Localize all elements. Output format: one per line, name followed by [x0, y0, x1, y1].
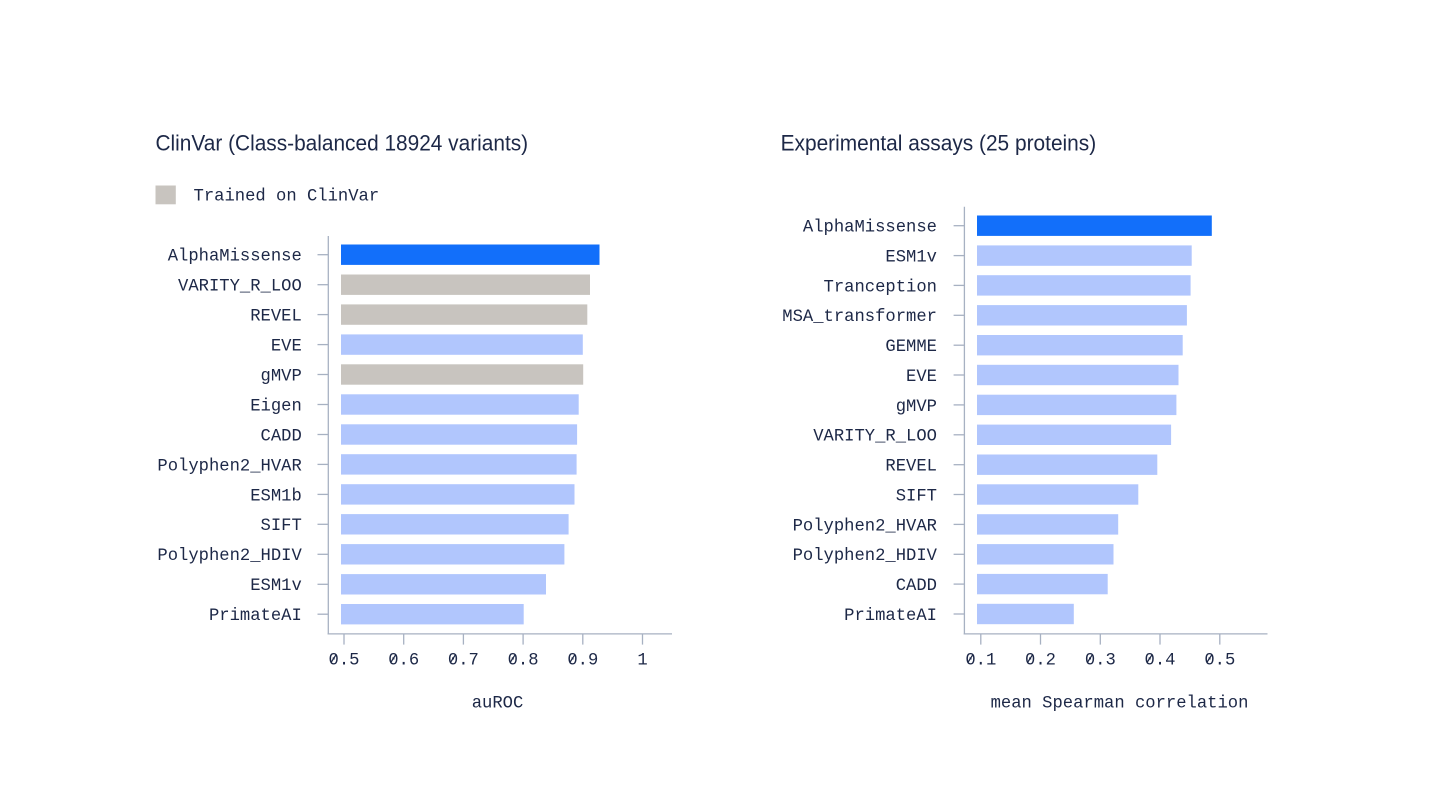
svg-text:REVEL: REVEL	[885, 458, 937, 477]
svg-text:CADD: CADD	[261, 427, 302, 446]
svg-text:1: 1	[637, 651, 647, 670]
svg-text:0.5: 0.5	[1204, 651, 1235, 670]
svg-text:0.9: 0.9	[567, 651, 598, 670]
svg-text:CADD: CADD	[896, 577, 937, 596]
svg-text:ClinVar (Class-balanced 18924: ClinVar (Class-balanced 18924 variants)	[156, 130, 529, 155]
svg-text:Polyphen2_HVAR: Polyphen2_HVAR	[793, 517, 937, 536]
svg-text:VARITY_R_LOO: VARITY_R_LOO	[813, 428, 937, 447]
svg-text:0.8: 0.8	[508, 651, 539, 670]
svg-text:AlphaMissense: AlphaMissense	[803, 219, 937, 238]
svg-text:0.6: 0.6	[388, 651, 419, 670]
svg-text:EVE: EVE	[271, 338, 302, 357]
svg-text:0.7: 0.7	[448, 651, 479, 670]
svg-text:ESM1v: ESM1v	[885, 249, 937, 268]
svg-text:Trained on ClinVar: Trained on ClinVar	[194, 188, 380, 207]
svg-text:0.3: 0.3	[1085, 651, 1116, 670]
svg-text:0.2: 0.2	[1025, 651, 1056, 670]
svg-text:gMVP: gMVP	[896, 398, 937, 417]
svg-text:PrimateAI: PrimateAI	[209, 607, 302, 626]
svg-text:ESM1b: ESM1b	[250, 487, 302, 506]
svg-text:MSA_transformer: MSA_transformer	[782, 308, 937, 327]
svg-text:REVEL: REVEL	[250, 308, 302, 327]
svg-text:Eigen: Eigen	[250, 397, 302, 416]
svg-text:0.1: 0.1	[965, 651, 996, 670]
svg-text:SIFT: SIFT	[261, 517, 302, 536]
svg-text:auROC: auROC	[472, 695, 524, 714]
svg-text:0.5: 0.5	[329, 651, 360, 670]
svg-text:0.4: 0.4	[1145, 651, 1176, 670]
svg-text:gMVP: gMVP	[261, 367, 302, 386]
svg-text:SIFT: SIFT	[896, 487, 937, 506]
svg-text:Polyphen2_HVAR: Polyphen2_HVAR	[157, 457, 301, 476]
svg-text:Experimental assays (25 protei: Experimental assays (25 proteins)	[781, 130, 1097, 155]
svg-text:AlphaMissense: AlphaMissense	[168, 248, 302, 267]
svg-text:Tranception: Tranception	[824, 278, 937, 297]
svg-text:VARITY_R_LOO: VARITY_R_LOO	[178, 278, 302, 297]
svg-text:Polyphen2_HDIV: Polyphen2_HDIV	[793, 547, 938, 566]
svg-text:EVE: EVE	[906, 368, 937, 387]
svg-text:Polyphen2_HDIV: Polyphen2_HDIV	[157, 547, 302, 566]
svg-text:GEMME: GEMME	[885, 338, 937, 357]
svg-text:ESM1v: ESM1v	[250, 577, 302, 596]
svg-text:mean Spearman correlation: mean Spearman correlation	[991, 695, 1249, 714]
svg-text:PrimateAI: PrimateAI	[844, 607, 937, 626]
